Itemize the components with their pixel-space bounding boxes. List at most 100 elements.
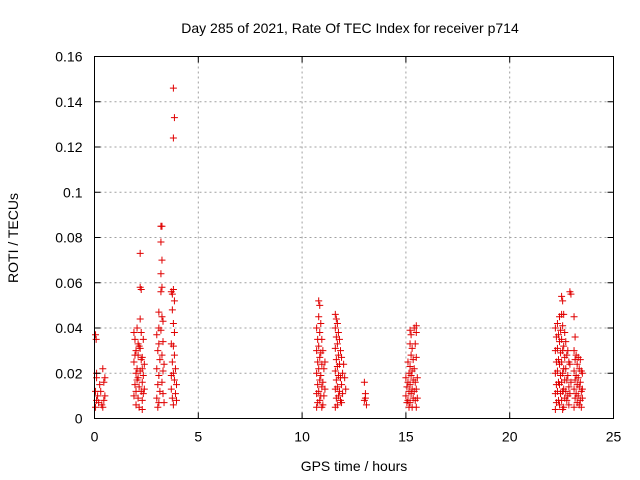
data-point — [167, 372, 175, 380]
data-point — [173, 381, 181, 389]
data-point — [154, 347, 162, 355]
data-point — [338, 353, 346, 361]
chart-title: Day 285 of 2021, Rate Of TEC Index for r… — [181, 20, 519, 36]
data-point — [170, 329, 178, 337]
data-point — [560, 310, 568, 318]
data-point — [319, 347, 327, 355]
data-point — [559, 369, 567, 377]
data-point — [407, 351, 415, 359]
data-point — [339, 390, 347, 398]
data-point — [158, 313, 166, 321]
data-point — [313, 347, 321, 355]
y-tick-label: 0.1 — [63, 184, 83, 200]
data-point — [331, 310, 339, 318]
data-point — [313, 369, 321, 377]
data-point — [94, 392, 102, 400]
data-point — [153, 365, 161, 373]
y-tick-label: 0.02 — [55, 365, 82, 381]
data-point — [342, 385, 350, 393]
data-point — [313, 324, 321, 332]
data-point — [340, 360, 348, 368]
data-point — [321, 385, 329, 393]
data-point — [361, 394, 369, 402]
data-point — [136, 249, 144, 257]
data-point — [168, 394, 176, 402]
data-point — [570, 403, 578, 411]
data-point — [169, 134, 177, 142]
data-point — [333, 340, 341, 348]
data-point — [168, 358, 176, 366]
data-point — [553, 367, 561, 375]
data-point — [100, 396, 108, 404]
data-point — [565, 383, 573, 391]
data-point — [131, 335, 139, 343]
data-point — [573, 360, 581, 368]
x-tick-label: 25 — [606, 429, 622, 445]
data-point — [155, 372, 163, 380]
x-tick-label: 15 — [398, 429, 414, 445]
data-point — [332, 315, 340, 323]
data-point — [565, 401, 573, 409]
data-point — [169, 84, 177, 92]
data-point — [571, 333, 579, 341]
data-point — [140, 385, 148, 393]
data-point — [138, 378, 146, 386]
data-point — [131, 381, 139, 389]
data-points — [92, 84, 586, 413]
y-tick-label: 0 — [75, 411, 83, 427]
data-point — [156, 356, 164, 364]
data-point — [313, 403, 321, 411]
data-point — [558, 335, 566, 343]
data-point — [139, 372, 147, 380]
data-point — [360, 378, 368, 386]
data-point — [574, 392, 582, 400]
data-point — [566, 360, 574, 368]
data-point — [551, 324, 559, 332]
data-point — [160, 399, 168, 407]
data-point — [154, 381, 162, 389]
data-point — [137, 329, 145, 337]
x-axis-label: GPS time / hours — [301, 458, 408, 474]
data-point — [578, 369, 586, 377]
data-point — [406, 381, 414, 389]
data-point — [314, 381, 322, 389]
data-point — [157, 326, 165, 334]
data-point — [554, 331, 562, 339]
data-point — [137, 286, 145, 294]
data-point — [132, 369, 140, 377]
data-point — [316, 353, 324, 361]
data-point — [99, 403, 107, 411]
data-point — [101, 392, 109, 400]
data-point — [158, 222, 166, 230]
data-point — [135, 342, 143, 350]
tick-labels: 0 5 10 15 20 25 0 0.02 0.04 0.06 0.08 0.1 0.12 0.14 0.… — [55, 49, 621, 445]
data-point — [138, 353, 146, 361]
data-point — [557, 326, 565, 334]
data-point — [131, 351, 139, 359]
data-point — [404, 358, 412, 366]
data-point — [132, 347, 140, 355]
data-point — [570, 367, 578, 375]
data-point — [157, 270, 165, 278]
data-point — [333, 319, 341, 327]
data-point — [566, 390, 574, 398]
data-point — [408, 344, 416, 352]
data-point — [563, 351, 571, 359]
data-point — [169, 401, 177, 409]
data-point — [316, 329, 324, 337]
data-point — [334, 329, 342, 337]
data-point — [332, 376, 340, 384]
y-tick-label: 0.12 — [55, 139, 82, 155]
data-point — [562, 338, 570, 346]
data-point — [411, 340, 419, 348]
data-point — [155, 308, 163, 316]
data-point — [170, 297, 178, 305]
data-point — [138, 365, 146, 373]
data-point — [570, 385, 578, 393]
data-point — [338, 381, 346, 389]
data-point — [411, 378, 419, 386]
data-point — [406, 326, 414, 334]
data-point — [173, 396, 181, 404]
data-point — [553, 319, 561, 327]
